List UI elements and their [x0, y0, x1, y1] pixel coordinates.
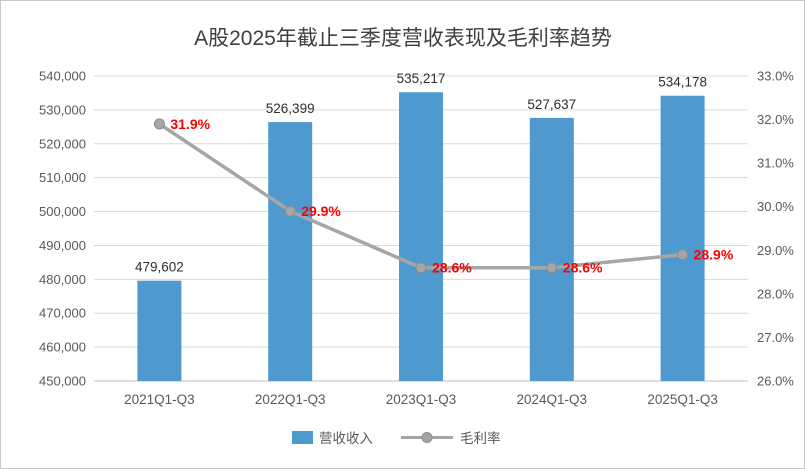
bar-value-label: 479,602	[135, 260, 184, 275]
y-axis-right-label: 30.0%	[757, 199, 794, 214]
y-axis-left-label: 490,000	[39, 238, 86, 253]
y-axis-left-label: 500,000	[39, 204, 86, 219]
legend: 营收收入 毛利率	[292, 430, 501, 446]
y-axis-left-label: 450,000	[39, 374, 86, 389]
y-axis-right-label: 33.0%	[757, 69, 794, 84]
plot-area: 450,000 460,000 470,000 480,000 490,000 500,0…	[39, 69, 794, 408]
bar-value-label: 527,637	[527, 97, 576, 112]
margin-value-label: 29.9%	[301, 203, 341, 219]
x-axis-label: 2022Q1-Q3	[255, 392, 326, 407]
x-axis-label: 2024Q1-Q3	[517, 392, 588, 407]
y-axis-right-label: 26.0%	[757, 374, 794, 389]
y-axis-left-label: 510,000	[39, 170, 86, 185]
y-axis-right-label: 28.0%	[757, 286, 794, 301]
bar-value-label: 535,217	[397, 71, 446, 86]
bar-value-label: 526,399	[266, 101, 315, 116]
bar	[268, 122, 313, 381]
bar	[137, 280, 182, 381]
bar-value-label: 534,178	[658, 75, 707, 90]
x-axis-label: 2021Q1-Q3	[124, 392, 195, 407]
chart-title: A股2025年截止三季度营收表现及毛利率趋势	[194, 27, 612, 50]
margin-value-label: 28.6%	[432, 260, 472, 276]
line-marker	[546, 262, 558, 274]
line-marker	[677, 249, 689, 261]
margin-value-label: 28.6%	[563, 260, 603, 276]
y-axis-left-label: 480,000	[39, 272, 86, 287]
bar	[399, 92, 443, 382]
y-axis-right-label: 29.0%	[757, 243, 794, 258]
margin-value-label: 28.9%	[694, 247, 734, 263]
legend-label-margin: 毛利率	[460, 430, 501, 446]
legend-label-revenue: 营收收入	[319, 431, 373, 446]
line-marker	[153, 118, 165, 130]
line-marker	[284, 205, 296, 217]
y-axis-left-label: 540,000	[39, 69, 86, 84]
y-axis-right-label: 27.0%	[757, 330, 794, 345]
y-axis-left-label: 470,000	[39, 306, 86, 321]
x-axis-label: 2023Q1-Q3	[386, 392, 457, 407]
margin-value-label: 31.9%	[170, 116, 210, 132]
y-axis-left-label: 530,000	[39, 102, 86, 117]
y-axis-left-label: 460,000	[39, 340, 86, 355]
bar	[529, 117, 574, 381]
line-marker	[415, 262, 427, 274]
y-axis-right-label: 31.0%	[757, 156, 794, 171]
legend-marker-margin	[421, 432, 433, 443]
x-axis-label: 2025Q1-Q3	[647, 392, 718, 407]
y-axis-left-label: 520,000	[39, 136, 86, 151]
y-axis-right-label: 32.0%	[757, 112, 794, 127]
legend-swatch-revenue	[292, 431, 313, 444]
bar	[660, 95, 705, 382]
